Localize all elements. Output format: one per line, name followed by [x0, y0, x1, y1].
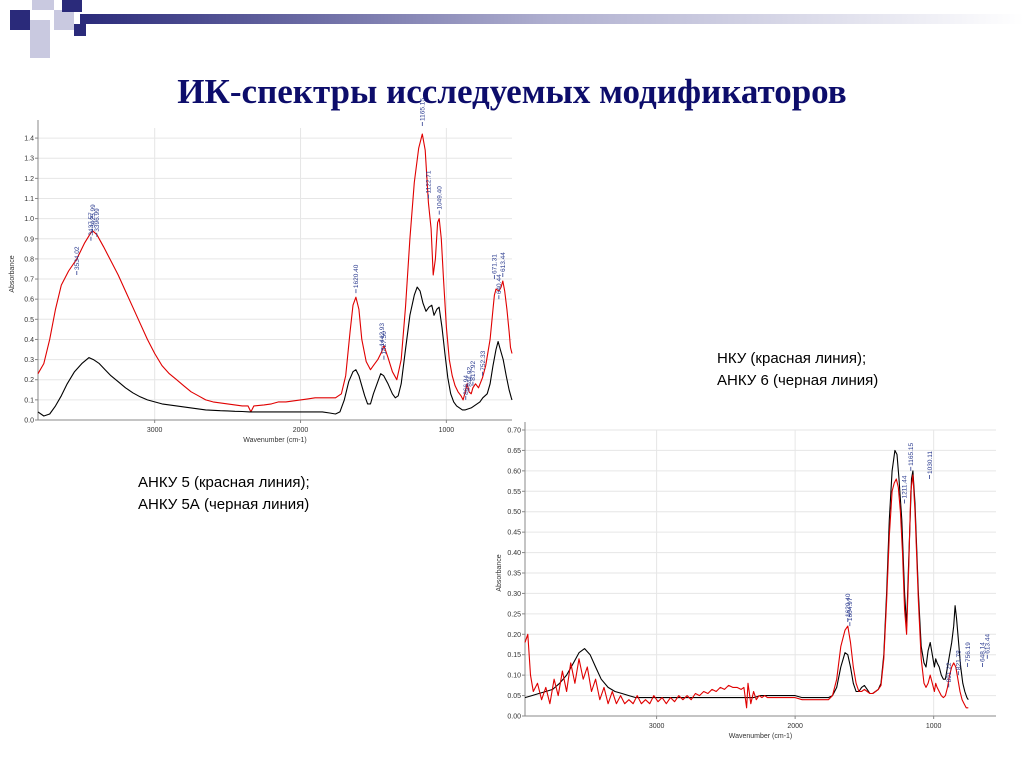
- x-tick-label: 3000: [649, 723, 665, 730]
- x-tick-label: 2000: [787, 723, 803, 730]
- y-tick-label: 0.70: [507, 428, 521, 435]
- peak-label: 3534.02: [74, 246, 81, 270]
- decor-square: [30, 38, 50, 58]
- y-tick-label: 0.60: [507, 468, 521, 475]
- y-tick-label: 0.5: [24, 317, 34, 324]
- x-axis-label: Wavenumber (cm-1): [729, 733, 793, 740]
- peak-label: 3396.99: [94, 208, 101, 232]
- peak-label: 3437.57: [88, 212, 95, 236]
- caption-right-line-1: НКУ (красная линия);: [717, 350, 867, 367]
- y-tick-label: 1.4: [24, 136, 34, 143]
- ir-spectrum-chart-2: 0.00 0.05 0.10 0.15 0.20 0.25 0.30 0.35 0.40 0.45…: [496, 422, 996, 740]
- spectrum-line-red: [524, 474, 969, 709]
- x-tick-label: 1000: [439, 427, 455, 434]
- peak-label: 821.78: [956, 650, 963, 670]
- y-tick-label: 0.30: [507, 591, 521, 598]
- y-tick-label: 0.00: [507, 714, 521, 721]
- peak-label: 1122.71: [426, 170, 433, 193]
- peak-label: 613.44: [500, 252, 507, 272]
- x-tick-label: 2000: [293, 427, 309, 434]
- decor-square: [54, 10, 74, 30]
- peak-label: 1030.11: [927, 451, 934, 474]
- caption-left: АНКУ 5 (красная линия); АНКУ 5А (черная …: [138, 472, 310, 516]
- y-tick-label: 0.6: [24, 297, 34, 304]
- peak-label: 1049.40: [437, 186, 444, 210]
- peak-label: 3425.99: [90, 204, 97, 228]
- peak-label: 866.94: [463, 375, 470, 395]
- y-tick-label: 1.3: [24, 156, 34, 163]
- header-bar: [80, 14, 1024, 24]
- y-tick-label: 0.05: [507, 693, 521, 700]
- y-tick-label: 0.9: [24, 236, 34, 243]
- y-tick-label: 0.35: [507, 571, 521, 578]
- spectrum-line-red: [37, 133, 513, 413]
- y-tick-label: 1.0: [24, 216, 34, 223]
- y-tick-label: 0.50: [507, 509, 521, 516]
- slide-decoration: [0, 0, 1024, 64]
- caption-right: НКУ (красная линия); АНКУ 6 (черная лини…: [717, 348, 878, 392]
- spectrum-line-black: [37, 286, 513, 417]
- peak-label: 844.92: [466, 367, 473, 387]
- x-axis-label: Wavenumber (cm-1): [243, 437, 307, 444]
- peak-label: 1620.40: [845, 593, 852, 617]
- y-tick-label: 0.65: [507, 448, 521, 455]
- y-tick-label: 0.0: [24, 418, 34, 425]
- peak-label: 752.33: [480, 350, 487, 370]
- y-tick-label: 0.40: [507, 550, 521, 557]
- peak-label: 1620.40: [353, 264, 360, 288]
- peak-label: 1165.15: [908, 442, 915, 465]
- caption-left-line-1: АНКУ 5 (красная линия);: [138, 474, 310, 491]
- decor-square: [30, 20, 50, 38]
- y-tick-label: 0.4: [24, 337, 34, 344]
- x-tick-label: 3000: [147, 427, 163, 434]
- peak-label: 640.44: [496, 274, 503, 294]
- peak-label: 671.31: [492, 254, 499, 274]
- peak-label: 1211.44: [902, 475, 909, 498]
- y-tick-label: 0.45: [507, 530, 521, 537]
- ir-spectrum-chart-1: 0.0 0.1 0.2 0.3 0.4 0.5 0.6 0.7 0.8 0.9 1.0 1.1 1.2 1…: [9, 98, 513, 444]
- y-axis-label: Absorbance: [9, 255, 16, 292]
- y-tick-label: 0.3: [24, 357, 34, 364]
- peak-label: 1427.50: [381, 331, 388, 355]
- y-tick-label: 0.8: [24, 256, 34, 263]
- chart-grid: [38, 128, 512, 421]
- y-tick-label: 0.10: [507, 673, 521, 680]
- y-axis-label: Absorbance: [496, 554, 503, 591]
- y-tick-label: 0.25: [507, 611, 521, 618]
- peak-label: 1604.97: [847, 597, 854, 621]
- peak-label: 648.14: [980, 642, 987, 662]
- slide-title: ИК-спектры исследуемых модификаторов: [177, 72, 847, 111]
- y-tick-label: 0.20: [507, 632, 521, 639]
- chart-grid: [525, 429, 996, 717]
- peak-label: 756.19: [965, 642, 972, 662]
- peak-label: 1165.15: [420, 98, 427, 121]
- peak-label: 1442.93: [379, 323, 386, 347]
- y-tick-label: 0.15: [507, 652, 521, 659]
- peak-label: 613.44: [985, 634, 992, 654]
- y-tick-label: 0.55: [507, 489, 521, 496]
- peak-label: 817.92: [470, 360, 477, 380]
- decor-square: [32, 0, 54, 10]
- decor-square: [10, 10, 30, 30]
- decor-square: [62, 0, 82, 12]
- caption-right-line-2: АНКУ 6 (черная линия): [717, 372, 879, 389]
- y-tick-label: 1.1: [24, 196, 34, 203]
- y-tick-label: 0.7: [24, 277, 34, 284]
- x-tick-label: 1000: [926, 723, 942, 730]
- y-tick-label: 1.2: [24, 176, 34, 183]
- y-tick-label: 0.2: [24, 377, 34, 384]
- peak-label: 891.22: [946, 662, 953, 682]
- y-tick-label: 0.1: [24, 397, 34, 404]
- caption-left-line-2: АНКУ 5А (черная линия): [138, 496, 310, 513]
- decor-square: [74, 24, 86, 36]
